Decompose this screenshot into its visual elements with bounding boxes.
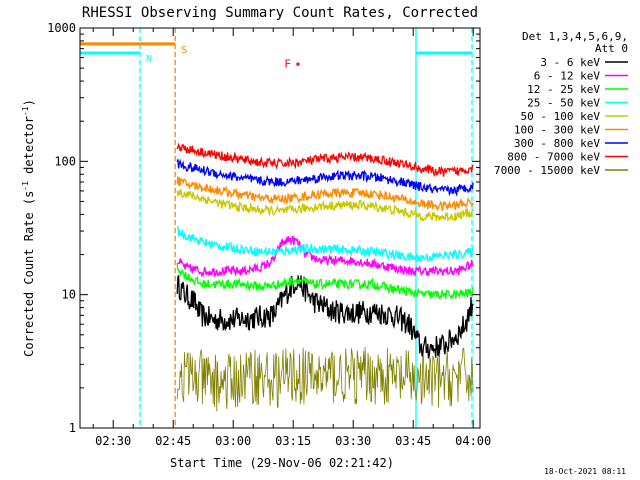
- series-line: [176, 347, 474, 412]
- series-line: [176, 176, 474, 213]
- x-tick-label: 03:15: [275, 434, 311, 448]
- legend-header-line: Att 0: [595, 42, 628, 55]
- x-axis-label: Start Time (29-Nov-06 02:21:42): [170, 456, 394, 470]
- series-line: [176, 275, 474, 359]
- legend-entry-label: 300 - 800 keV: [514, 137, 600, 150]
- legend-entry-label: 800 - 7000 keV: [507, 151, 600, 164]
- series-line: [176, 142, 474, 178]
- y-axis-label-part: ): [22, 99, 36, 106]
- y-axis-label-part: Corrected Count Rate (s: [22, 191, 36, 357]
- series-line: [176, 158, 474, 197]
- x-tick-label: 02:30: [95, 434, 131, 448]
- legend-entry-label: 3 - 6 keV: [540, 56, 600, 69]
- series-line: [176, 263, 474, 301]
- y-axis-label-part: detector: [22, 116, 36, 181]
- y-tick-label: 100: [54, 154, 76, 168]
- legend-entry-label: 6 - 12 keV: [534, 70, 601, 83]
- series-line: [176, 235, 474, 279]
- flag-marker-label: F: [284, 58, 291, 71]
- generation-timestamp: 18-Oct-2021 08:11: [544, 467, 626, 476]
- x-axis: 02:30 02:45 03:00 03:15 03:30 03:45 04:00: [92, 28, 491, 448]
- y-axis-label-superscript: -1: [21, 106, 30, 116]
- series-line: [176, 225, 474, 263]
- data-series: [176, 142, 474, 412]
- y-axis-label: Corrected Count Rate (s-1 detector-1): [21, 99, 36, 357]
- legend-entry-label: 7000 - 15000 keV: [494, 164, 600, 177]
- x-tick-label: 03:45: [395, 434, 431, 448]
- y-tick-label: 1000: [47, 21, 76, 35]
- flag-label: S: [181, 45, 187, 56]
- chart-title: RHESSI Observing Summary Count Rates, Co…: [82, 5, 478, 21]
- y-axis-label-superscript: -1: [21, 181, 30, 191]
- legend-entry-label: 50 - 100 keV: [521, 110, 601, 123]
- series-line: [176, 189, 474, 222]
- legend-entry-label: 100 - 300 keV: [514, 124, 600, 137]
- y-tick-label: 1: [69, 421, 76, 435]
- flag-label: N: [146, 54, 152, 65]
- state-flags: N S F: [80, 28, 473, 428]
- x-tick-label: 02:45: [155, 434, 191, 448]
- y-axis: 1 10 100 1000: [47, 21, 480, 435]
- legend-entry-label: 12 - 25 keV: [527, 83, 600, 96]
- legend-entry-label: 25 - 50 keV: [527, 97, 600, 110]
- x-tick-label: 03:30: [335, 434, 371, 448]
- y-tick-label: 10: [62, 288, 76, 302]
- x-tick-label: 04:00: [455, 434, 491, 448]
- legend-header-line: Det 1,3,4,5,6,9,: [522, 30, 628, 43]
- flag-marker-dot: [296, 62, 300, 66]
- x-tick-label: 03:00: [215, 434, 251, 448]
- plot-frame: [79, 27, 481, 429]
